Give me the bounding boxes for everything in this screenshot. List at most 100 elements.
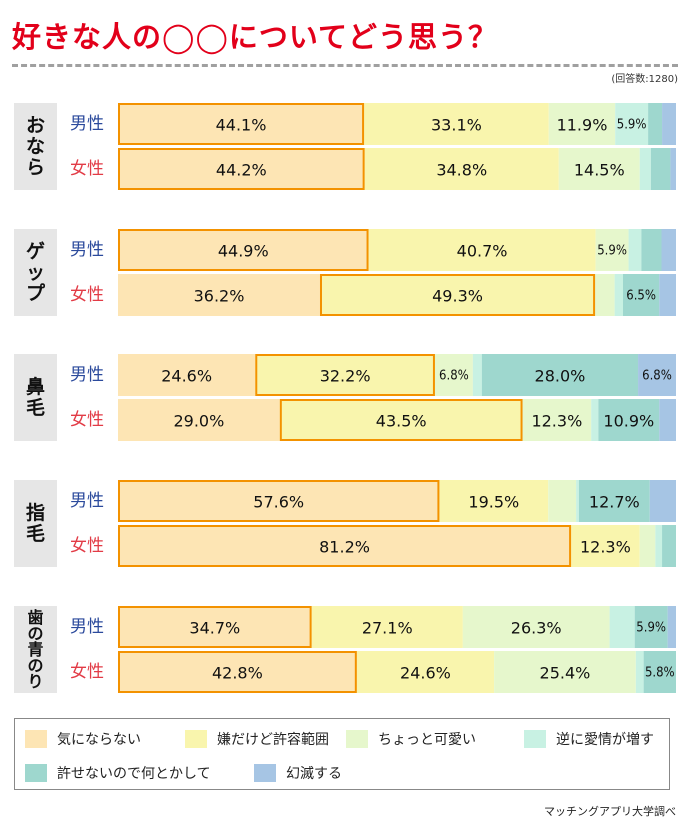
page-title: 好きな人の◯◯についてどう思う？ [12, 20, 499, 54]
value-label: 5.8% [645, 666, 675, 681]
bar-segment [118, 354, 256, 396]
gender-label: 男性 [70, 240, 104, 260]
category-label-char: り [27, 672, 43, 691]
bar-segment [648, 103, 663, 145]
bar-segment [667, 606, 676, 648]
legend-swatch [524, 730, 546, 748]
legend-swatch [254, 764, 276, 782]
legend-label: 気にならない [57, 732, 141, 748]
value-label: 42.8% [212, 664, 263, 683]
bar-segment [650, 148, 671, 190]
bar-segment [356, 651, 495, 693]
bar-highlight [118, 525, 572, 567]
bar-segment [628, 229, 642, 271]
bar-highlight [118, 229, 369, 271]
bar-segment [118, 651, 357, 693]
gender-label: 男性 [70, 365, 104, 385]
bar-segment [662, 103, 676, 145]
value-label: 5.9% [636, 621, 666, 636]
legend-item: ちょっと可愛い [346, 729, 476, 749]
category-label-char: プ [26, 282, 46, 305]
legend-label: 嫌だけど許容範囲 [217, 732, 329, 748]
value-label: 12.3% [580, 538, 631, 557]
gender-label: 男性 [70, 617, 104, 637]
legend-label: ちょっと可愛い [378, 732, 476, 748]
bar-segment [481, 354, 639, 396]
value-label: 40.7% [457, 242, 508, 261]
bar-segment [591, 399, 599, 441]
value-label: 44.9% [218, 242, 269, 261]
category-label-char: ら [26, 157, 45, 179]
value-label: 12.3% [531, 412, 582, 431]
value-label: 33.1% [431, 116, 482, 135]
bar-segment [255, 354, 435, 396]
category-label-char: 鼻 [26, 375, 45, 398]
bar-highlight [118, 103, 365, 145]
legend-item: 幻滅する [254, 763, 342, 783]
legend-item: 嫌だけど許容範囲 [185, 729, 329, 749]
bar-segment [634, 606, 668, 648]
legend-item: 逆に愛情が増す [524, 729, 654, 749]
bar-segment [118, 399, 280, 441]
bar-segment [595, 229, 629, 271]
gender-label: 女性 [70, 536, 104, 556]
category-label-char: 歯 [27, 608, 43, 627]
bar-segment [641, 229, 662, 271]
bar-segment [643, 651, 676, 693]
bar-segment [364, 148, 559, 190]
bar-segment [368, 229, 596, 271]
bar-segment [558, 148, 640, 190]
value-label: 24.6% [400, 664, 451, 683]
value-label: 11.9% [557, 116, 608, 135]
bar-segment [118, 480, 440, 522]
bar-segment [609, 606, 635, 648]
bar-segment [615, 103, 649, 145]
bar-segment [118, 606, 312, 648]
value-label: 6.8% [439, 369, 469, 384]
bar-segment [655, 525, 663, 567]
bar-segment [614, 274, 623, 316]
bar-segment [522, 399, 592, 441]
bar-segment [670, 148, 676, 190]
bar-segment [494, 651, 636, 693]
category-label-char: ゲ [26, 241, 45, 263]
legend-label: 逆に愛情が増す [556, 732, 654, 748]
category-label-char: 青 [27, 640, 43, 659]
bar-segment [638, 354, 676, 396]
value-label: 36.2% [194, 287, 245, 306]
bar-segment [635, 651, 644, 693]
bar-segment [598, 399, 660, 441]
category-label-char: ッ [26, 262, 45, 284]
value-label: 81.2% [319, 538, 370, 557]
category-label-box [14, 354, 57, 441]
value-label: 43.5% [376, 412, 427, 431]
value-label: 26.3% [511, 619, 562, 638]
value-label: 5.9% [597, 244, 627, 259]
bar-segment [472, 354, 482, 396]
bar-segment [319, 274, 596, 316]
bar-segment [434, 354, 473, 396]
category-label-char: 毛 [26, 397, 45, 419]
legend-swatch [185, 730, 207, 748]
category-label-char: の [27, 624, 43, 643]
bar-segment [439, 480, 549, 522]
bar-segment [578, 480, 650, 522]
value-label: 44.1% [216, 116, 267, 135]
bar-segment [548, 480, 577, 522]
category-label-char: な [26, 136, 45, 158]
category-label-char: の [27, 656, 43, 675]
value-label: 34.8% [436, 161, 487, 180]
category-label-box [14, 229, 57, 316]
category-label-box [14, 103, 57, 190]
bar-segment [659, 274, 676, 316]
respondent-count: (回答数:1280) [611, 74, 678, 85]
value-label: 27.1% [362, 619, 413, 638]
category-label-char: 指 [26, 502, 45, 524]
legend: 気にならない 嫌だけど許容範囲 ちょっと可愛い 逆に愛情が増す許せないので何とかして 幻… [14, 718, 670, 790]
source-note: マッチングアプリ大学調べ [544, 805, 676, 818]
legend-item: 許せないので何とかして [25, 763, 211, 783]
value-label: 14.5% [574, 161, 625, 180]
bar-segment [649, 480, 676, 522]
legend-swatch [25, 730, 47, 748]
gender-label: 女性 [70, 410, 104, 430]
